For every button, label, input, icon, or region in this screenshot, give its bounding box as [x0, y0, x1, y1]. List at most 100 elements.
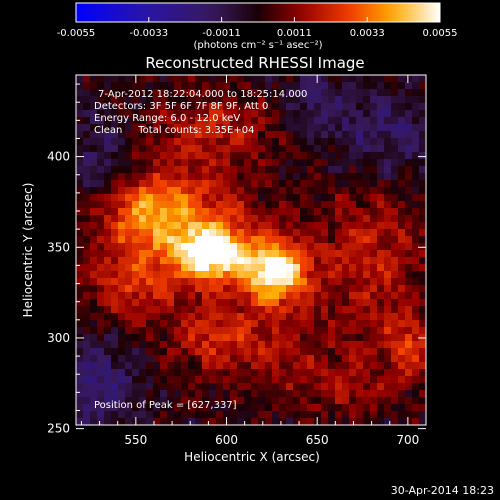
- heatmap-cell: [293, 278, 301, 286]
- heatmap-cell: [279, 418, 287, 425]
- heatmap-cell: [265, 110, 273, 118]
- heatmap-cell: [90, 278, 98, 286]
- heatmap-cell: [258, 138, 266, 146]
- heatmap-cell: [384, 187, 392, 195]
- heatmap-cell: [104, 243, 112, 251]
- heatmap-cell: [412, 173, 420, 181]
- heatmap-cell: [412, 397, 420, 405]
- heatmap-cell: [328, 320, 336, 328]
- heatmap-cell: [370, 194, 378, 202]
- heatmap-cell: [321, 124, 329, 132]
- heatmap-cell: [153, 369, 161, 377]
- heatmap-cell: [76, 82, 84, 90]
- heatmap-cell: [181, 124, 189, 132]
- heatmap-cell: [104, 131, 112, 139]
- heatmap-cell: [265, 369, 273, 377]
- heatmap-cell: [76, 411, 84, 419]
- heatmap-cell: [216, 250, 224, 258]
- heatmap-cell: [97, 397, 105, 405]
- heatmap-cell: [237, 418, 245, 425]
- colorbar-unit-label: (photons cm⁻² s⁻¹ asec⁻²): [193, 40, 322, 51]
- heatmap-cell: [181, 138, 189, 146]
- heatmap-cell: [272, 131, 280, 139]
- heatmap-cell: [370, 201, 378, 209]
- heatmap-cell: [90, 299, 98, 307]
- heatmap-cell: [258, 173, 266, 181]
- heatmap-cell: [363, 152, 371, 160]
- heatmap-cell: [83, 89, 91, 97]
- heatmap-cell: [237, 159, 245, 167]
- heatmap-cell: [419, 117, 426, 125]
- heatmap-cell: [384, 145, 392, 153]
- heatmap-cell: [279, 152, 287, 160]
- heatmap-cell: [349, 278, 357, 286]
- heatmap-cell: [307, 299, 315, 307]
- heatmap-cell: [391, 376, 399, 384]
- heatmap-cell: [104, 404, 112, 412]
- heatmap-cell: [230, 299, 238, 307]
- heatmap-cell: [132, 159, 140, 167]
- heatmap-cell: [125, 236, 133, 244]
- heatmap-cell: [258, 411, 266, 419]
- heatmap-cell: [391, 222, 399, 230]
- heatmap-cell: [321, 222, 329, 230]
- heatmap-cell: [104, 250, 112, 258]
- heatmap-cell: [195, 201, 203, 209]
- heatmap-cell: [363, 103, 371, 111]
- heatmap-cell: [202, 355, 210, 363]
- heatmap-cell: [167, 194, 175, 202]
- heatmap-cell: [139, 418, 147, 425]
- heatmap-cell: [146, 299, 154, 307]
- heatmap-cell: [230, 411, 238, 419]
- heatmap-cell: [286, 103, 294, 111]
- heatmap-cell: [202, 292, 210, 300]
- heatmap-cell: [272, 257, 280, 265]
- heatmap-cell: [349, 152, 357, 160]
- heatmap-cell: [160, 103, 168, 111]
- heatmap-cell: [146, 348, 154, 356]
- heatmap-cell: [216, 383, 224, 391]
- heatmap-cell: [342, 208, 350, 216]
- heatmap-cell: [76, 313, 84, 321]
- heatmap-cell: [118, 285, 126, 293]
- heatmap-cell: [139, 306, 147, 314]
- heatmap-cell: [76, 208, 84, 216]
- heatmap-cell: [181, 243, 189, 251]
- heatmap-cell: [125, 418, 133, 425]
- heatmap-cell: [412, 117, 420, 125]
- heatmap-cell: [370, 229, 378, 237]
- heatmap-cell: [405, 320, 413, 328]
- heatmap-cell: [188, 96, 196, 104]
- heatmap-cell: [279, 236, 287, 244]
- heatmap-cell: [76, 369, 84, 377]
- heatmap-cell: [118, 362, 126, 370]
- heatmap-cell: [160, 222, 168, 230]
- heatmap-cell: [118, 271, 126, 279]
- heatmap-cell: [328, 418, 336, 425]
- heatmap-cell: [83, 215, 91, 223]
- heatmap-cell: [244, 369, 252, 377]
- heatmap-cell: [188, 362, 196, 370]
- heatmap-cell: [405, 278, 413, 286]
- heatmap-cell: [279, 110, 287, 118]
- heatmap-cell: [97, 243, 105, 251]
- heatmap-cell: [237, 292, 245, 300]
- heatmap-cell: [307, 250, 315, 258]
- heatmap-cell: [307, 208, 315, 216]
- heatmap-cell: [104, 271, 112, 279]
- heatmap-cell: [342, 418, 350, 425]
- heatmap-cell: [125, 110, 133, 118]
- heatmap-cell: [139, 201, 147, 209]
- heatmap-cell: [328, 390, 336, 398]
- heatmap-cell: [118, 299, 126, 307]
- heatmap-cell: [244, 376, 252, 384]
- heatmap-cell: [97, 145, 105, 153]
- heatmap-cell: [370, 166, 378, 174]
- heatmap-cell: [300, 159, 308, 167]
- heatmap-cell: [230, 320, 238, 328]
- heatmap-cell: [342, 180, 350, 188]
- heatmap-cell: [384, 117, 392, 125]
- heatmap-cell: [230, 208, 238, 216]
- heatmap-cell: [419, 124, 426, 132]
- heatmap-cell: [118, 96, 126, 104]
